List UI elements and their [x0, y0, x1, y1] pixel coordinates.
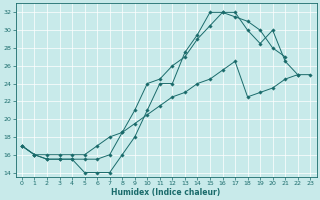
X-axis label: Humidex (Indice chaleur): Humidex (Indice chaleur): [111, 188, 221, 197]
